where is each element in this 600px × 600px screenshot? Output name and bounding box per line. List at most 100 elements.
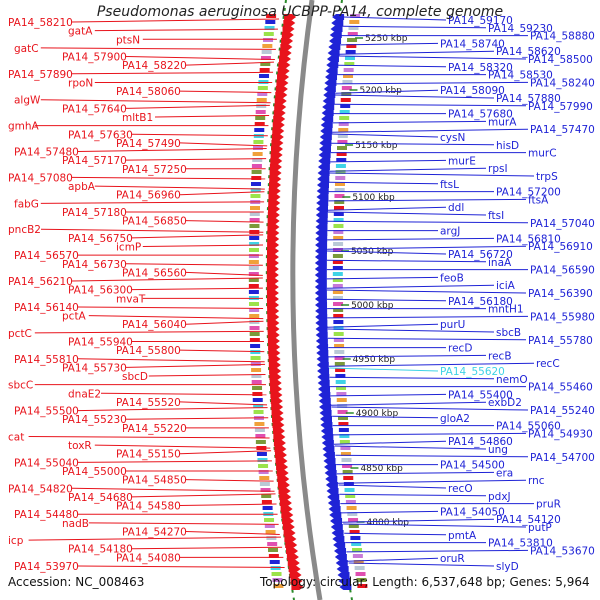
left-gene-label[interactable]: PA14_57490 bbox=[116, 138, 181, 150]
left-gene-label[interactable]: gmhA bbox=[8, 121, 40, 133]
left-gene-label[interactable]: algW bbox=[14, 95, 41, 107]
left-gene-label[interactable]: PA14_57170 bbox=[62, 155, 127, 167]
right-gene-label[interactable]: iciA bbox=[496, 280, 516, 292]
left-gene-label[interactable]: PA14_57480 bbox=[14, 147, 79, 159]
left-gene-label[interactable]: PA14_55500 bbox=[14, 406, 79, 418]
right-gene-label[interactable]: PA14_55460 bbox=[528, 382, 593, 394]
right-gene-label[interactable]: murA bbox=[488, 116, 517, 128]
right-gene-label[interactable]: PA14_55060 bbox=[496, 421, 561, 433]
left-gene-label[interactable]: toxR bbox=[68, 440, 92, 452]
left-gene-label[interactable]: PA14_57180 bbox=[62, 207, 127, 219]
right-gene-label[interactable]: PA14_55240 bbox=[530, 405, 595, 417]
left-gene-label[interactable]: pctC bbox=[8, 328, 32, 340]
left-gene-label[interactable]: PA14_56730 bbox=[62, 259, 127, 271]
right-gene-label[interactable]: PA14_57040 bbox=[530, 218, 595, 230]
left-gene-label[interactable]: PA14_55230 bbox=[62, 414, 127, 426]
left-gene-label[interactable]: PA14_56560 bbox=[122, 267, 187, 279]
left-gene-label[interactable]: fabG bbox=[14, 198, 39, 210]
left-gene-label[interactable]: PA14_54680 bbox=[68, 492, 133, 504]
left-gene-label[interactable]: pctA bbox=[62, 311, 87, 323]
left-gene-label[interactable]: PA14_54820 bbox=[8, 483, 73, 495]
right-gene-label[interactable]: era bbox=[496, 467, 513, 479]
left-gene-label[interactable]: icp bbox=[8, 535, 24, 547]
left-gene-label[interactable]: gatC bbox=[14, 43, 39, 55]
right-gene-label[interactable]: PA14_58530 bbox=[488, 70, 553, 82]
right-gene-label[interactable]: PA14_54050 bbox=[440, 506, 505, 518]
right-gene-label[interactable]: PA14_57680 bbox=[448, 109, 513, 121]
right-gene-label[interactable]: PA14_58500 bbox=[528, 54, 593, 66]
right-gene-label[interactable]: PA14_58090 bbox=[440, 85, 505, 97]
right-gene-label[interactable]: PA14_54930 bbox=[528, 428, 593, 440]
left-gene-label[interactable]: PA14_57080 bbox=[8, 172, 73, 184]
left-gene-label[interactable]: PA14_56750 bbox=[68, 233, 133, 245]
left-gene-label[interactable]: PA14_56210 bbox=[8, 276, 73, 288]
left-gene-label[interactable]: PA14_55800 bbox=[116, 345, 181, 357]
left-gene-label[interactable]: PA14_55810 bbox=[14, 354, 79, 366]
right-gene-label[interactable]: PA14_57200 bbox=[496, 187, 561, 199]
right-gene-label[interactable]: PA14_58880 bbox=[530, 31, 595, 43]
left-gene-label[interactable]: PA14_57900 bbox=[62, 52, 127, 64]
right-gene-label[interactable]: PA14_56720 bbox=[448, 249, 513, 261]
right-gene-label[interactable]: ftsA bbox=[528, 194, 549, 206]
right-gene-label[interactable]: nemO bbox=[496, 374, 528, 386]
right-gene-label[interactable]: PA14_56180 bbox=[448, 296, 513, 308]
left-gene-label[interactable]: dnaE2 bbox=[68, 388, 101, 400]
right-gene-label[interactable]: feoB bbox=[440, 272, 464, 284]
left-gene-label[interactable]: PA14_57250 bbox=[122, 164, 187, 176]
right-gene-label[interactable]: recO bbox=[448, 483, 473, 495]
right-gene-label[interactable]: PA14_58620 bbox=[496, 46, 561, 58]
right-gene-label[interactable]: gloA2 bbox=[440, 413, 470, 425]
right-gene-label[interactable]: ung bbox=[488, 444, 508, 456]
right-gene-label[interactable]: PA14_55780 bbox=[528, 335, 593, 347]
left-gene-label[interactable]: mvaT bbox=[116, 293, 146, 305]
left-gene-label[interactable]: PA14_55000 bbox=[62, 466, 127, 478]
left-gene-label[interactable]: sbcD bbox=[122, 371, 148, 383]
right-gene-label[interactable]: ftsI bbox=[488, 210, 504, 222]
left-gene-label[interactable]: PA14_56140 bbox=[14, 302, 79, 314]
right-gene-label[interactable]: pmtA bbox=[448, 530, 477, 542]
left-gene-label[interactable]: pncB2 bbox=[8, 224, 41, 236]
left-gene-label[interactable]: PA14_56570 bbox=[14, 250, 79, 262]
right-gene-label[interactable]: PA14_57880 bbox=[496, 93, 561, 105]
left-gene-label[interactable]: PA14_58210 bbox=[8, 17, 73, 29]
right-gene-label[interactable]: PA14_58740 bbox=[440, 38, 505, 50]
left-gene-label[interactable]: apbA bbox=[68, 181, 96, 193]
left-gene-label[interactable]: PA14_56850 bbox=[122, 216, 187, 228]
right-gene-label[interactable]: argJ bbox=[440, 226, 460, 238]
left-gene-label[interactable]: PA14_53970 bbox=[14, 561, 79, 573]
right-gene-label[interactable]: PA14_56590 bbox=[530, 265, 595, 277]
right-gene-label[interactable]: sbcB bbox=[496, 327, 521, 339]
right-gene-label[interactable]: trpS bbox=[536, 171, 558, 183]
right-gene-label[interactable]: PA14_53670 bbox=[530, 545, 595, 557]
right-gene-label[interactable]: PA14_59170 bbox=[448, 15, 513, 27]
right-gene-label[interactable]: inaA bbox=[488, 257, 512, 269]
right-gene-label[interactable]: ddl bbox=[448, 202, 464, 214]
left-gene-label[interactable]: PA14_54850 bbox=[122, 475, 187, 487]
right-gene-label[interactable]: PA14_56390 bbox=[528, 288, 593, 300]
right-gene-label[interactable]: recB bbox=[488, 350, 512, 362]
right-gene-label[interactable]: PA14_55400 bbox=[448, 389, 513, 401]
left-gene-label[interactable]: PA14_58220 bbox=[122, 60, 187, 72]
right-gene-label[interactable]: PA14_54120 bbox=[496, 514, 561, 526]
right-gene-label[interactable]: pdxJ bbox=[488, 491, 511, 503]
left-gene-label[interactable]: PA14_55040 bbox=[14, 457, 79, 469]
left-gene-label[interactable]: PA14_57890 bbox=[8, 69, 73, 81]
left-gene-label[interactable]: PA14_55520 bbox=[116, 397, 181, 409]
right-gene-label[interactable]: PA14_54500 bbox=[440, 460, 505, 472]
right-gene-label[interactable]: PA14_59230 bbox=[488, 23, 553, 35]
right-gene-label[interactable]: PA14_56910 bbox=[528, 241, 593, 253]
right-gene-label[interactable]: rpsI bbox=[488, 163, 508, 175]
left-gene-label[interactable]: sbcC bbox=[8, 380, 33, 392]
left-gene-label[interactable]: PA14_57640 bbox=[62, 103, 127, 115]
left-gene-label[interactable]: PA14_56040 bbox=[122, 319, 187, 331]
right-gene-label[interactable]: slyD bbox=[496, 561, 519, 573]
left-gene-label[interactable]: PA14_54580 bbox=[116, 501, 181, 513]
right-gene-label[interactable]: PA14_53810 bbox=[488, 538, 553, 550]
right-gene-label[interactable]: pruR bbox=[536, 499, 561, 511]
right-gene-label[interactable]: PA14_56810 bbox=[496, 233, 561, 245]
left-gene-label[interactable]: PA14_54080 bbox=[116, 552, 181, 564]
left-gene-label[interactable]: PA14_55940 bbox=[68, 336, 133, 348]
left-gene-label[interactable]: cat bbox=[8, 431, 24, 443]
left-gene-label[interactable]: nadB bbox=[62, 518, 89, 530]
right-gene-label[interactable]: PA14_55980 bbox=[530, 311, 595, 323]
